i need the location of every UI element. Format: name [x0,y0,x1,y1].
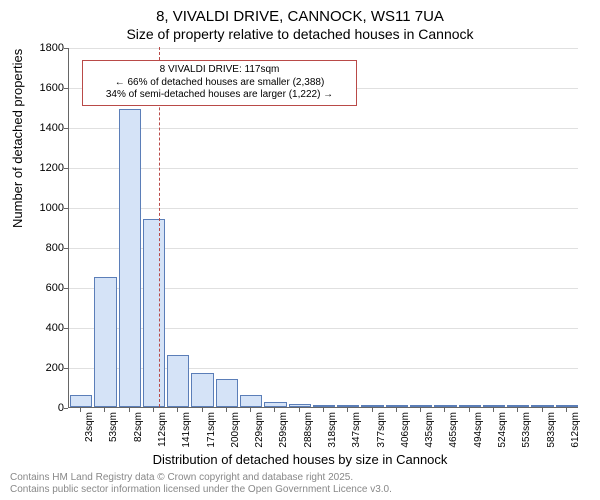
xtick-mark [80,408,81,412]
annotation-line1: 8 VIVALDI DRIVE: 117sqm [89,64,350,77]
bar [410,405,432,407]
xtick-label: 347sqm [351,412,362,448]
bar [434,405,456,407]
footer-line2: Contains public sector information licen… [10,484,392,496]
ytick-mark [64,168,68,169]
gridline [69,168,578,169]
xtick-label: 288sqm [303,412,314,448]
xtick-label: 112sqm [157,412,168,447]
ytick-mark [64,88,68,89]
bar [216,379,238,407]
gridline [69,128,578,129]
xtick-label: 612sqm [570,412,581,448]
xtick-mark [177,408,178,412]
xtick-label: 583sqm [546,412,557,448]
xtick-label: 141sqm [181,412,192,448]
bar [119,109,141,407]
xtick-mark [420,408,421,412]
xtick-mark [202,408,203,412]
chart-subtitle: Size of property relative to detached ho… [0,26,600,42]
xtick-mark [250,408,251,412]
ytick-mark [64,208,68,209]
xtick-label: 465sqm [448,412,459,448]
ytick-label: 1800 [40,42,64,54]
xtick-label: 406sqm [400,412,411,448]
xtick-mark [323,408,324,412]
xtick-label: 524sqm [497,412,508,448]
xtick-label: 200sqm [230,412,241,448]
ytick-label: 1600 [40,82,64,94]
xtick-mark [347,408,348,412]
xtick-mark [153,408,154,412]
bar [483,405,505,407]
ytick-label: 800 [46,242,64,254]
ytick-label: 1400 [40,122,64,134]
x-axis-label: Distribution of detached houses by size … [0,452,600,467]
ytick-label: 600 [46,282,64,294]
ytick-mark [64,128,68,129]
annotation-box: 8 VIVALDI DRIVE: 117sqm ← 66% of detache… [82,60,357,106]
annotation-line2: ← 66% of detached houses are smaller (2,… [89,77,350,90]
bar [337,405,359,407]
ytick-mark [64,288,68,289]
ytick-label: 1200 [40,162,64,174]
xtick-label: 259sqm [278,412,289,448]
ytick-label: 200 [46,362,64,374]
footer-line1: Contains HM Land Registry data © Crown c… [10,472,392,484]
bar [531,405,553,407]
bar [167,355,189,407]
ytick-mark [64,248,68,249]
xtick-label: 23sqm [84,412,95,442]
gridline [69,48,578,49]
ytick-mark [64,408,68,409]
bar [556,405,578,407]
ytick-label: 1000 [40,202,64,214]
gridline [69,208,578,209]
xtick-label: 318sqm [327,412,338,448]
bar [289,404,311,407]
xtick-mark [226,408,227,412]
xtick-label: 53sqm [108,412,119,442]
xtick-mark [566,408,567,412]
ytick-mark [64,328,68,329]
annotation-line3: 34% of semi-detached houses are larger (… [89,89,350,102]
bar [143,219,165,407]
xtick-mark [299,408,300,412]
xtick-label: 553sqm [521,412,532,448]
y-axis-label: Number of detached properties [10,49,25,228]
bar [264,402,286,407]
xtick-mark [542,408,543,412]
xtick-mark [274,408,275,412]
bar [459,405,481,407]
bar [313,405,335,407]
xtick-label: 377sqm [376,412,387,448]
bar [191,373,213,407]
xtick-mark [493,408,494,412]
bar [386,405,408,407]
bar [94,277,116,407]
bar [507,405,529,407]
xtick-label: 229sqm [254,412,265,448]
xtick-mark [517,408,518,412]
xtick-label: 435sqm [424,412,435,448]
chart-title: 8, VIVALDI DRIVE, CANNOCK, WS11 7UA [0,8,600,25]
ytick-mark [64,48,68,49]
xtick-mark [396,408,397,412]
bar [361,405,383,407]
xtick-mark [129,408,130,412]
xtick-label: 82sqm [133,412,144,442]
bar [70,395,92,407]
xtick-mark [444,408,445,412]
footer-attribution: Contains HM Land Registry data © Crown c… [10,472,392,496]
ytick-mark [64,368,68,369]
xtick-label: 171sqm [206,412,217,448]
xtick-mark [469,408,470,412]
ytick-label: 400 [46,322,64,334]
xtick-mark [372,408,373,412]
xtick-label: 494sqm [473,412,484,448]
xtick-mark [104,408,105,412]
bar [240,395,262,407]
